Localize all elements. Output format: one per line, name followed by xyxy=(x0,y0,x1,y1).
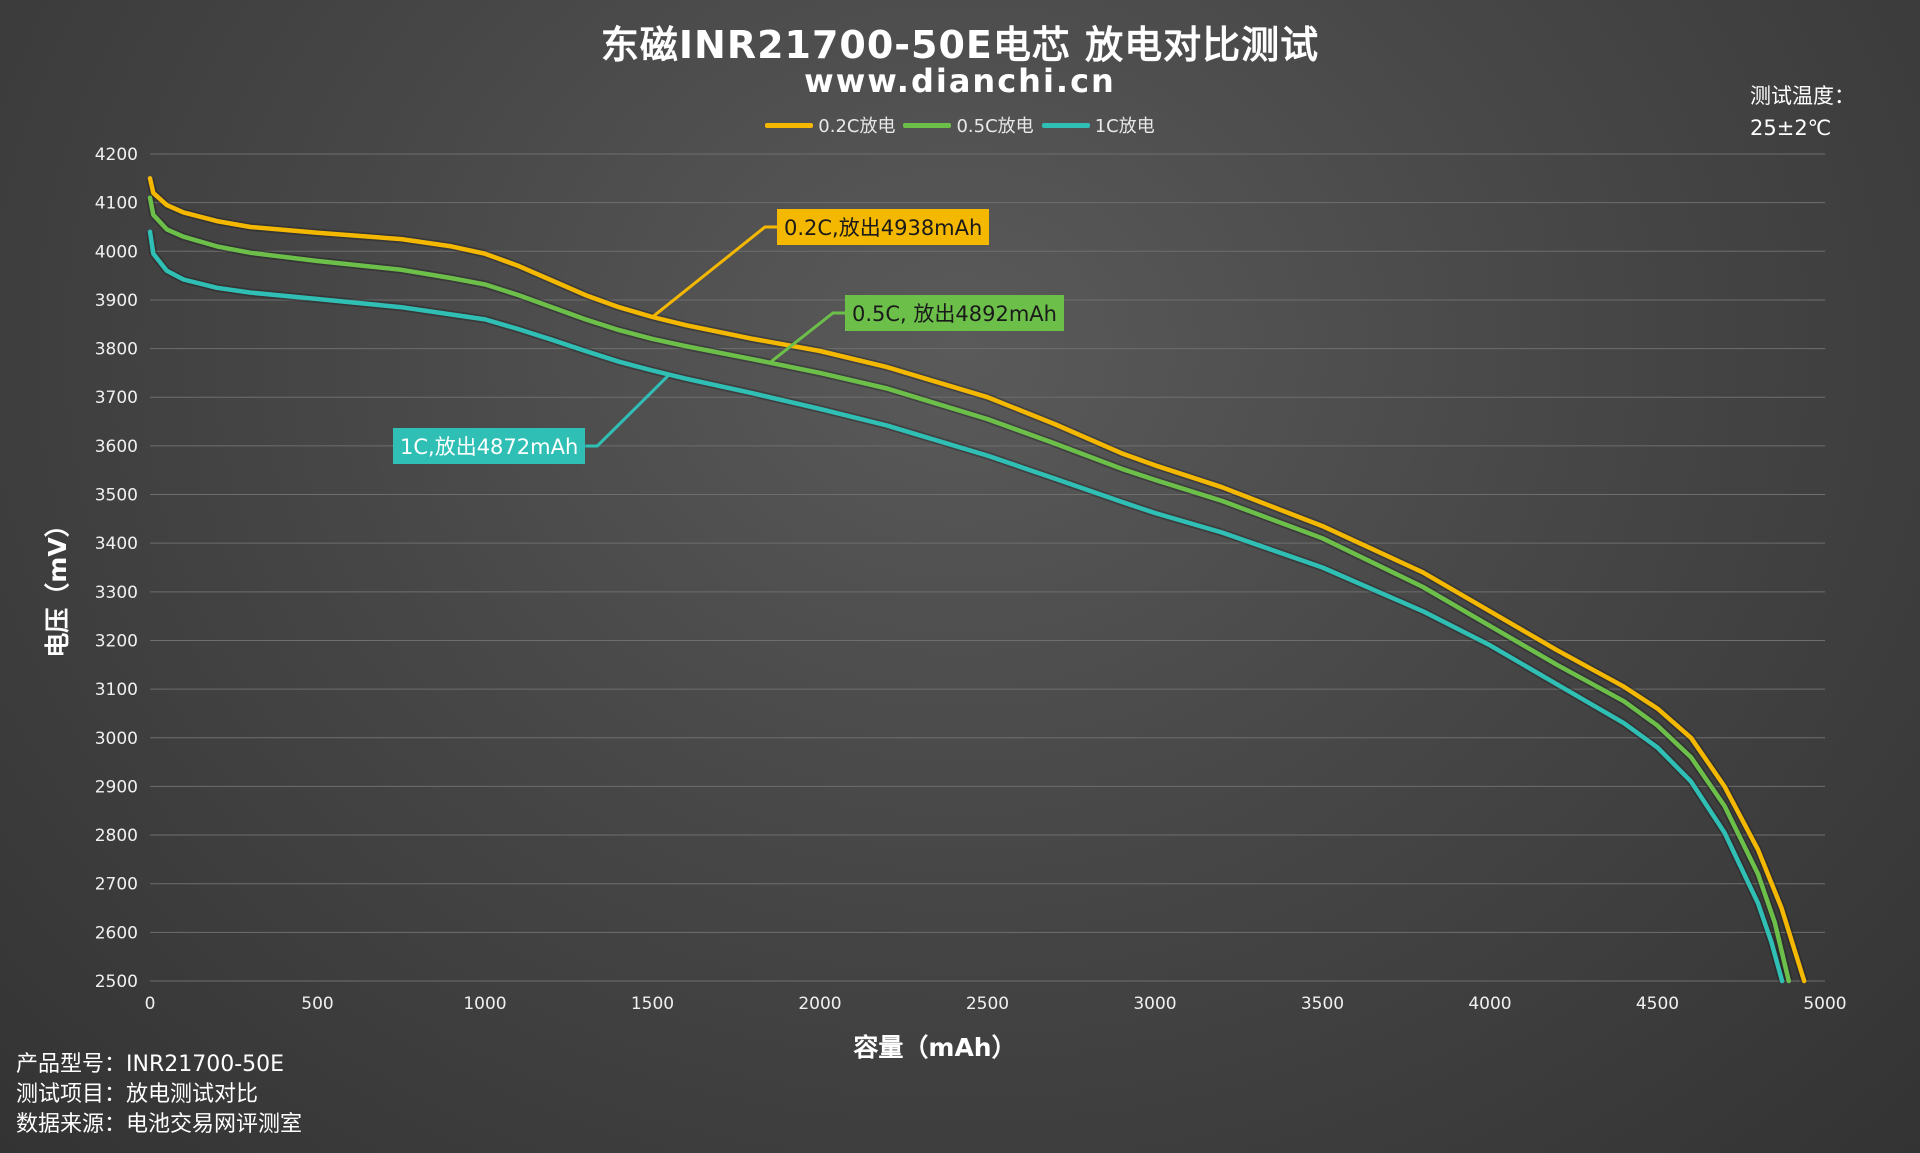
y-tick-3100: 3100 xyxy=(95,680,138,700)
y-tick-2600: 2600 xyxy=(95,923,138,943)
legend-item-0.5c: 0.5C放电 xyxy=(903,112,1034,138)
annotation-leader-1 xyxy=(768,311,845,364)
info-model: 产品型号：INR21700-50E xyxy=(16,1052,285,1077)
series-line-0.2C放电 xyxy=(147,176,1807,984)
x-tick-5000: 5000 xyxy=(1803,994,1846,1014)
y-tick-4200: 4200 xyxy=(95,145,138,165)
y-tick-4100: 4100 xyxy=(95,194,138,214)
legend-swatch-0.5c xyxy=(903,122,952,128)
legend-label-0.2c: 0.2C放电 xyxy=(818,116,896,137)
y-tick-3700: 3700 xyxy=(95,388,138,408)
series-shadow-2 xyxy=(146,231,1786,983)
x-tick-3500: 3500 xyxy=(1301,994,1344,1014)
x-tick-1500: 1500 xyxy=(631,994,674,1014)
x-tick-0: 0 xyxy=(145,994,156,1014)
annotation-leader-2 xyxy=(585,373,671,448)
x-tick-4000: 4000 xyxy=(1468,994,1511,1014)
y-tick-3400: 3400 xyxy=(95,534,138,554)
legend-item-0.2c: 0.2C放电 xyxy=(765,112,895,138)
chart-legend: 0.2C放电 0.5C放电 1C放电 xyxy=(0,112,1920,138)
x-axis-label: 容量（mAh） xyxy=(853,1033,1017,1062)
y-tick-3800: 3800 xyxy=(95,340,138,360)
y-tick-3000: 3000 xyxy=(95,729,138,749)
legend-swatch-1c xyxy=(1041,122,1090,128)
y-tick-3500: 3500 xyxy=(95,486,138,506)
temperature-label: 测试温度： xyxy=(1750,84,1855,108)
chart-title: 东磁INR21700-50E电芯 放电对比测试 xyxy=(600,23,1320,67)
y-tick-3900: 3900 xyxy=(95,291,138,311)
y-tick-3600: 3600 xyxy=(95,437,138,457)
test-info: 产品型号：INR21700-50E 测试项目：放电测试对比 数据来源：电池交易网… xyxy=(16,1050,302,1140)
y-tick-2800: 2800 xyxy=(95,826,138,846)
x-tick-2500: 2500 xyxy=(966,994,1009,1014)
series-line-0.5C放电 xyxy=(147,195,1792,984)
legend-label-0.5c: 0.5C放电 xyxy=(956,116,1034,137)
y-tick-2500: 2500 xyxy=(95,972,138,992)
x-tick-500: 500 xyxy=(301,994,333,1014)
annotation-0.2c: 0.2C,放出4938mAh xyxy=(777,209,990,245)
annotation-1c: 1C,放出4872mAh xyxy=(393,428,586,464)
annotation-0.5c: 0.5C, 放出4892mAh xyxy=(845,295,1064,331)
info-project: 测试项目：放电测试对比 xyxy=(16,1082,259,1107)
y-tick-3300: 3300 xyxy=(95,583,138,603)
y-tick-2700: 2700 xyxy=(95,875,138,895)
legend-item-1c: 1C放电 xyxy=(1041,112,1155,138)
chart-subtitle: www.dianchi.cn xyxy=(804,62,1116,100)
y-axis-label: 电压（mV） xyxy=(43,512,72,658)
x-tick-1000: 1000 xyxy=(463,994,506,1014)
x-tick-3000: 3000 xyxy=(1133,994,1176,1014)
series-line-1C放电 xyxy=(147,229,1785,984)
temperature-value: 25±2℃ xyxy=(1750,116,1832,140)
legend-label-1c: 1C放电 xyxy=(1094,116,1155,137)
y-tick-4000: 4000 xyxy=(95,242,138,262)
y-tick-3200: 3200 xyxy=(95,631,138,651)
x-tick-4500: 4500 xyxy=(1636,994,1679,1014)
y-tick-2900: 2900 xyxy=(95,777,138,797)
legend-swatch-0.2c xyxy=(765,122,814,128)
annotation-leader-0 xyxy=(651,225,777,319)
x-tick-2000: 2000 xyxy=(798,994,841,1014)
test-temperature: 测试温度： 25±2℃ xyxy=(1750,80,1855,144)
info-source: 数据来源：电池交易网评测室 xyxy=(16,1112,303,1137)
